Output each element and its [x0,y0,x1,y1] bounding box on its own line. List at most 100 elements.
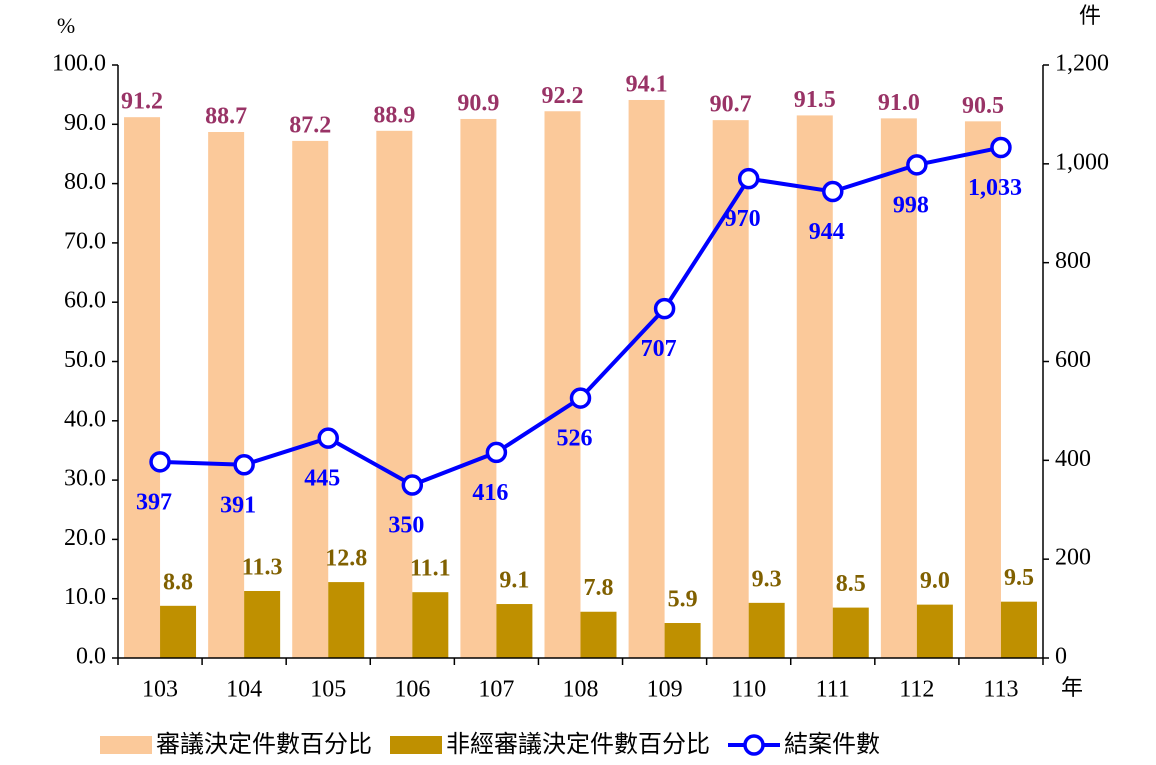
x-tick-label: 111 [816,677,850,703]
y-tick-label: 10.0 [64,584,106,610]
value-label: 11.1 [410,556,451,582]
x-tick-label: 108 [563,677,599,703]
value-label: 7.8 [584,575,614,601]
value-label: 88.7 [205,104,247,130]
value-label: 526 [557,426,593,452]
legend-swatch [100,736,152,754]
y2-tick-label: 600 [1055,347,1091,373]
bar [208,132,245,658]
x-axis-label: 年 [1061,675,1083,700]
y2-tick-label: 400 [1055,446,1091,472]
line-marker [485,441,508,464]
bar [124,117,161,658]
y2-tick-label: 0 [1055,644,1067,670]
value-label: 9.1 [499,568,529,594]
value-label: 944 [809,219,845,245]
y2-tick-label: 1,000 [1055,149,1109,175]
bar [328,582,365,658]
x-tick-label: 105 [310,677,346,703]
y-tick-label: 70.0 [64,228,106,254]
bar [160,605,197,658]
y-tick-label: 90.0 [64,110,106,136]
line-marker [569,387,592,409]
line-marker [317,427,339,449]
y-tick-label: 80.0 [64,169,106,195]
line-marker [822,180,844,203]
bar [1000,601,1037,658]
x-tick-label: 110 [731,677,766,703]
y-tick-label: 20.0 [64,525,106,551]
line-marker [653,297,676,320]
bar [832,607,869,658]
y-tick-label: 40.0 [64,406,106,432]
line-marker [906,154,928,176]
value-label: 90.7 [710,92,752,118]
x-tick-label: 112 [899,677,934,703]
bar [376,130,413,658]
value-label: 9.3 [752,566,782,592]
y-tick-label: 100.0 [52,51,106,77]
legend-swatch [390,736,442,754]
value-label: 91.0 [878,90,920,116]
line-marker [737,167,760,190]
x-tick-label: 103 [142,677,178,703]
y2-tick-label: 800 [1055,248,1091,274]
value-label: 350 [388,513,424,539]
x-tick-label: 109 [647,677,683,703]
value-label: 5.9 [668,587,698,613]
value-label: 707 [641,336,677,362]
value-label: 11.3 [242,554,283,580]
legend-label: 非經審議決定件數百分比 [446,730,710,758]
value-label: 8.8 [163,569,193,595]
y-tick-label: 60.0 [64,288,106,314]
y2-tick-label: 1,200 [1055,51,1109,77]
value-label: 91.5 [794,87,836,113]
bar [544,111,581,658]
bar [460,118,497,658]
y-tick-label: 30.0 [64,466,106,492]
bar [796,115,833,658]
x-tick-label: 107 [478,677,514,703]
y2-tick-label: 200 [1055,545,1091,571]
value-label: 92.2 [542,83,584,109]
bar [292,140,329,659]
bar [496,604,533,658]
value-label: 970 [725,206,761,232]
value-label: 88.9 [373,102,415,128]
bar [916,604,953,658]
line-marker [233,454,255,476]
value-label: 391 [220,492,256,518]
bar [712,120,749,659]
x-tick-label: 113 [983,677,1018,703]
bar [664,623,701,658]
y2-axis-label: 件 [1079,3,1101,28]
value-label: 397 [136,489,172,515]
value-label: 94.1 [626,71,668,97]
bar [964,121,1001,658]
line-marker [401,474,424,496]
x-tick-label: 104 [226,677,262,703]
value-label: 90.5 [962,93,1004,119]
value-label: 9.0 [920,568,950,594]
y-tick-label: 0.0 [76,644,106,670]
legend-label: 審議決定件數百分比 [156,730,372,758]
x-tick-label: 106 [394,677,430,703]
y-tick-label: 50.0 [64,347,106,373]
value-label: 87.2 [289,112,331,138]
value-label: 90.9 [457,90,499,116]
value-label: 12.8 [325,546,367,572]
bar [580,611,617,658]
line-marker [990,136,1012,159]
value-label: 91.2 [121,89,163,115]
legend-label: 結案件數 [784,730,880,758]
bar [244,590,281,658]
bar [880,118,917,659]
line-marker [149,451,171,473]
value-label: 998 [893,192,929,218]
value-label: 1,033 [968,175,1022,201]
bar [412,592,449,658]
value-label: 8.5 [836,571,866,597]
bar [628,99,665,658]
y-axis-label: % [57,13,75,38]
